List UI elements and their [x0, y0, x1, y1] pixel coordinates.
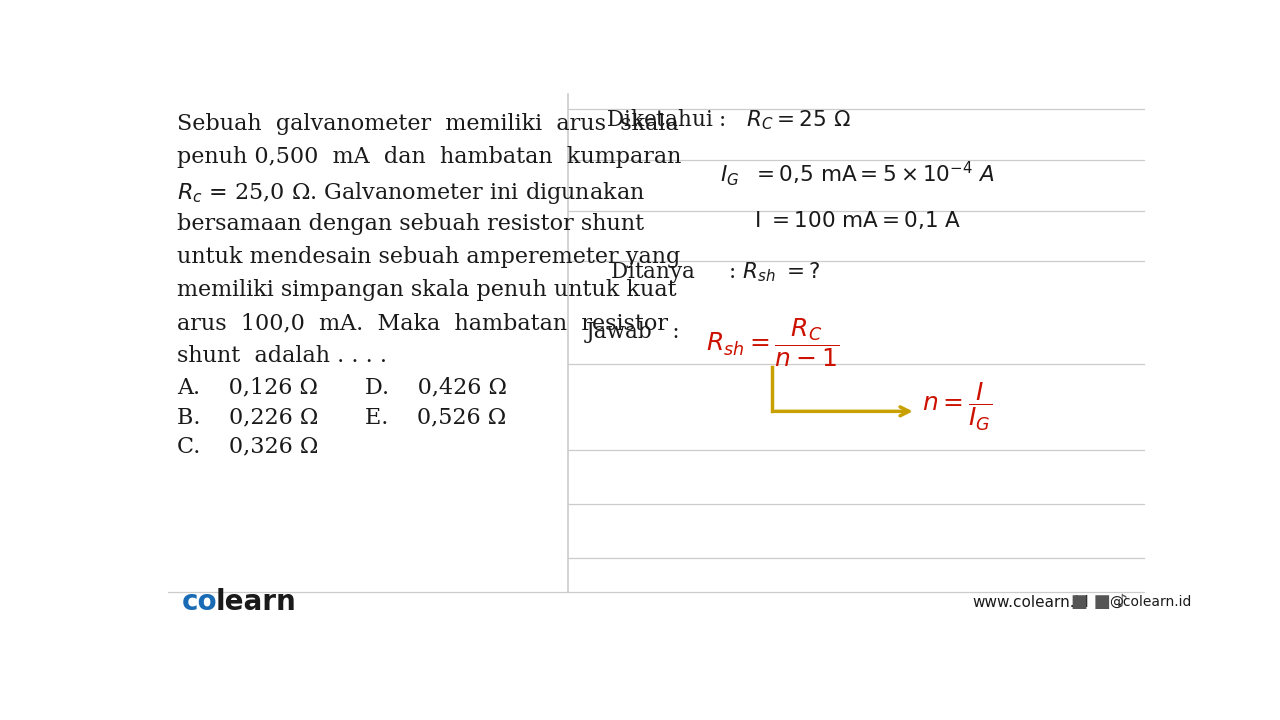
- Text: $R_{sh} = \dfrac{R_C}{n - 1}$: $R_{sh} = \dfrac{R_C}{n - 1}$: [705, 318, 838, 369]
- Text: Diketahui :   $R_C = 25\ \Omega$: Diketahui : $R_C = 25\ \Omega$: [605, 107, 850, 132]
- Text: Jawab   :: Jawab :: [586, 321, 681, 343]
- Text: $n = \dfrac{I}{I_G}$: $n = \dfrac{I}{I_G}$: [922, 381, 992, 433]
- Text: memiliki simpangan skala penuh untuk kuat: memiliki simpangan skala penuh untuk kua…: [177, 279, 677, 301]
- Text: @colearn.id: @colearn.id: [1110, 595, 1192, 609]
- Text: D.    0,426 Ω: D. 0,426 Ω: [365, 377, 507, 399]
- Text: learn: learn: [216, 588, 297, 616]
- Text: penuh 0,500  mA  dan  hambatan  kumparan: penuh 0,500 mA dan hambatan kumparan: [177, 146, 681, 168]
- Text: $R_c$ = 25,0 Ω. Galvanometer ini digunakan: $R_c$ = 25,0 Ω. Galvanometer ini digunak…: [177, 179, 645, 206]
- Text: A.    0,126 Ω: A. 0,126 Ω: [177, 377, 317, 399]
- Text: Ditanya     : $R_{sh}\ = ?$: Ditanya : $R_{sh}\ = ?$: [609, 260, 820, 284]
- Text: shunt  adalah . . . .: shunt adalah . . . .: [177, 345, 387, 367]
- Text: www.colearn.id: www.colearn.id: [973, 595, 1089, 610]
- Text: B.    0,226 Ω: B. 0,226 Ω: [177, 406, 319, 428]
- Text: ■ ■ ♪: ■ ■ ♪: [1070, 593, 1128, 611]
- Text: co: co: [182, 588, 218, 616]
- Text: $I_G\ \ = 0{,}5\ \mathrm{mA} = 5 \times 10^{-4}\ A$: $I_G\ \ = 0{,}5\ \mathrm{mA} = 5 \times …: [721, 159, 995, 188]
- Text: bersamaan dengan sebuah resistor shunt: bersamaan dengan sebuah resistor shunt: [177, 212, 644, 235]
- Text: C.    0,326 Ω: C. 0,326 Ω: [177, 435, 319, 457]
- Text: E.    0,526 Ω: E. 0,526 Ω: [365, 406, 507, 428]
- Text: co  learn: co learn: [182, 588, 302, 616]
- Text: $\mathrm{I}\ = 100\ \mathrm{mA} = 0{,}1\ \mathrm{A}$: $\mathrm{I}\ = 100\ \mathrm{mA} = 0{,}1\…: [754, 210, 961, 232]
- Text: untuk mendesain sebuah amperemeter yang: untuk mendesain sebuah amperemeter yang: [177, 246, 680, 268]
- Text: arus  100,0  mA.  Maka  hambatan  resistor: arus 100,0 mA. Maka hambatan resistor: [177, 312, 668, 334]
- Text: Sebuah  galvanometer  memiliki  arus  skala: Sebuah galvanometer memiliki arus skala: [177, 113, 678, 135]
